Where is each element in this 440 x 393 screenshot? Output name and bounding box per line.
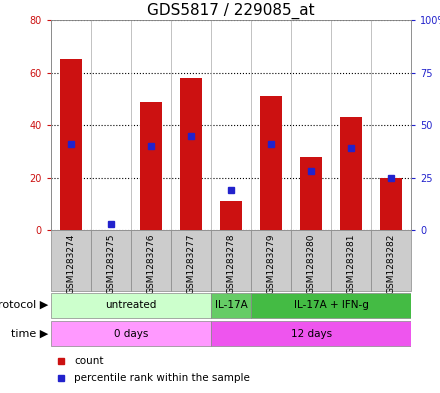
Text: GSM1283281: GSM1283281 [347,233,356,294]
Bar [340,117,362,230]
Text: percentile rank within the sample: percentile rank within the sample [74,373,250,383]
Text: GSM1283275: GSM1283275 [106,233,115,294]
Bar [51,230,91,291]
Text: IL-17A + IFN-g: IL-17A + IFN-g [294,300,369,310]
Bar [131,230,171,291]
Title: GDS5817 / 229085_at: GDS5817 / 229085_at [147,2,315,19]
Bar [60,59,82,230]
Bar [220,201,242,230]
Bar [371,230,411,291]
Bar [331,230,371,291]
Text: GSM1283282: GSM1283282 [387,233,396,294]
Bar [260,96,282,230]
Bar [180,78,202,230]
Text: GSM1283277: GSM1283277 [187,233,195,294]
Bar [51,321,211,346]
Text: GSM1283276: GSM1283276 [147,233,155,294]
Bar [291,230,331,291]
Text: count: count [74,356,103,366]
Bar [211,293,251,318]
Bar [251,230,291,291]
Bar [51,293,211,318]
Text: GSM1283279: GSM1283279 [267,233,275,294]
Bar [380,178,403,230]
Bar [171,230,211,291]
Bar [91,230,131,291]
Text: IL-17A: IL-17A [215,300,247,310]
Text: 0 days: 0 days [114,329,148,339]
Text: time ▶: time ▶ [11,329,48,339]
Bar [211,321,411,346]
Bar [211,230,251,291]
Text: GSM1283280: GSM1283280 [307,233,315,294]
Text: protocol ▶: protocol ▶ [0,300,48,310]
Text: 12 days: 12 days [290,329,332,339]
Bar [300,157,322,230]
Text: untreated: untreated [105,300,157,310]
Text: GSM1283278: GSM1283278 [227,233,235,294]
Bar [140,101,162,230]
Text: GSM1283274: GSM1283274 [66,233,75,294]
Bar [251,293,411,318]
